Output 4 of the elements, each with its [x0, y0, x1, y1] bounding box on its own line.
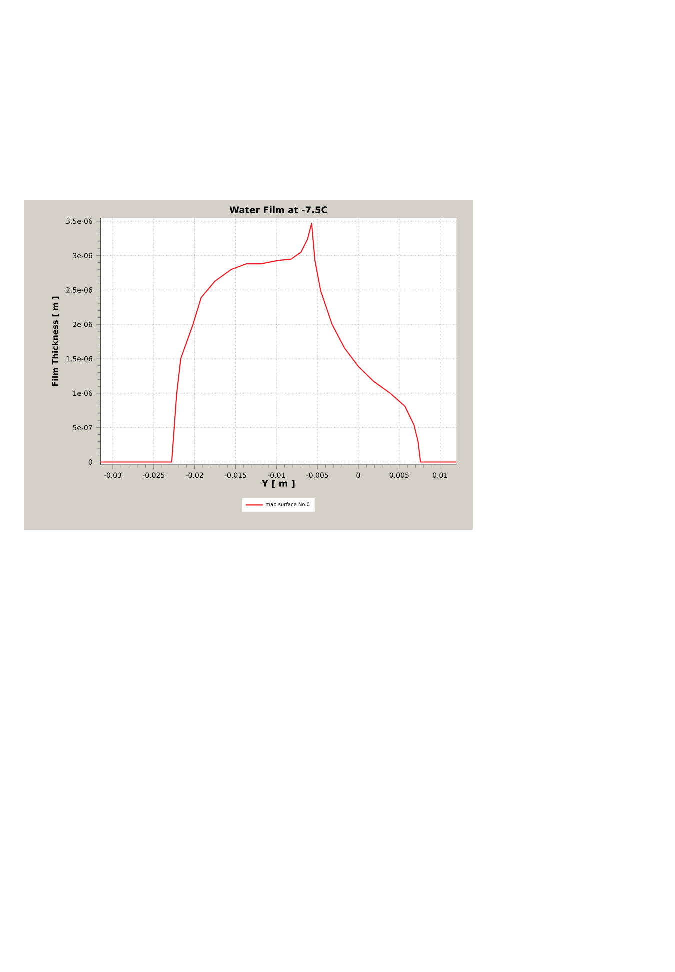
line-series [100, 222, 457, 463]
x-axis-title: Y [ m ] [262, 480, 295, 488]
chart-title: Water Film at -7.5C [230, 206, 328, 214]
y-axis-title: Film Thickness [ m ] [52, 296, 60, 386]
